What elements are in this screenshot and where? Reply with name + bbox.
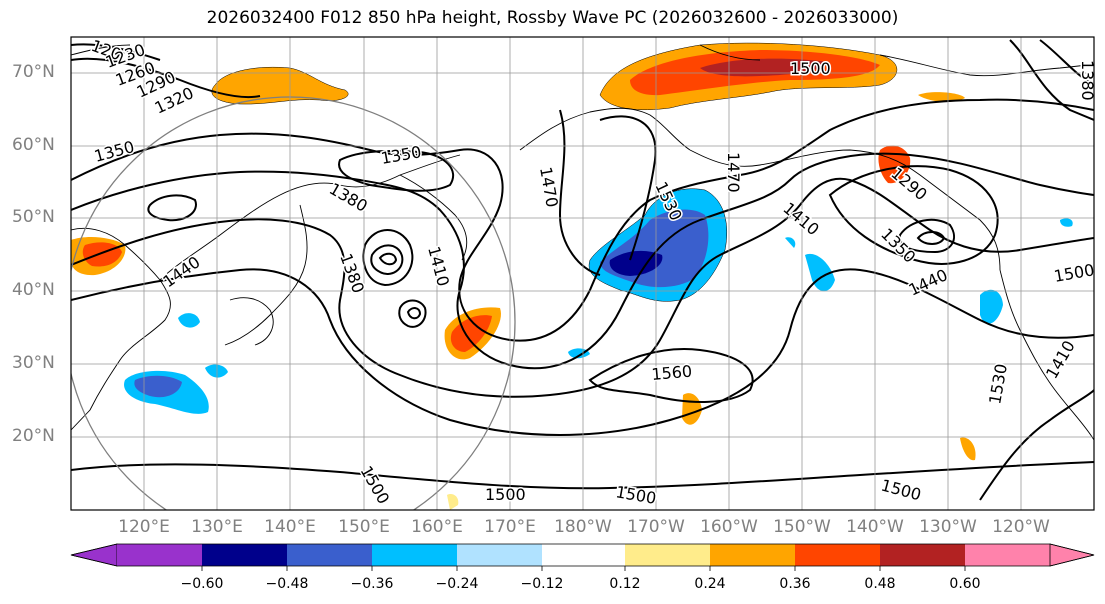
contour-label: 1350 xyxy=(92,137,136,166)
colorbar-segment xyxy=(287,544,372,566)
contour-label: 1410 xyxy=(424,244,453,288)
plot-frame xyxy=(70,36,1095,511)
lon-label: 170°W xyxy=(627,517,685,537)
graticule xyxy=(71,37,1094,510)
lon-label: 120°E xyxy=(118,517,170,537)
contour-label: 1380 xyxy=(1078,60,1097,101)
colorbar-tick-label: 0.24 xyxy=(694,576,726,592)
contour-label: 1470 xyxy=(724,152,743,193)
colorbar-segment xyxy=(710,544,795,566)
contour-label: 1500 xyxy=(1052,260,1095,286)
colorbar-segment xyxy=(625,544,710,566)
colorbar-segment xyxy=(202,544,287,566)
colorbar-tick-label: −0.12 xyxy=(520,576,564,592)
colorbar-tick-label: 0.48 xyxy=(864,576,896,592)
colorbar-segment xyxy=(117,544,202,566)
colorbar-under-arrow xyxy=(70,543,118,567)
contour-label: 1470 xyxy=(536,165,562,208)
lat-label: 20°N xyxy=(12,426,55,446)
lon-label: 150°W xyxy=(773,517,831,537)
contour-label: 1410 xyxy=(1042,337,1079,382)
colorbar-tick-label: −0.60 xyxy=(180,576,224,592)
lon-label: 130°E xyxy=(191,517,243,537)
contour-label: 1560 xyxy=(651,362,693,384)
lat-label: 70°N xyxy=(12,62,55,82)
contour-label: 1290 xyxy=(887,164,930,205)
colorbar-tick-label: −0.36 xyxy=(350,576,394,592)
lon-label: 130°W xyxy=(919,517,977,537)
lon-label: 140°W xyxy=(846,517,904,537)
colorbar-segment xyxy=(542,544,625,566)
colorbar-tick-label: 0.12 xyxy=(609,576,641,592)
contour-label: 1440 xyxy=(159,252,203,291)
colorbar-segment xyxy=(457,544,542,566)
contour-label: 1500 xyxy=(357,463,394,508)
contour-label: 1500 xyxy=(485,485,526,504)
colorbar-over-arrow xyxy=(1049,543,1095,567)
colorbar-tick-label: −0.24 xyxy=(435,576,479,592)
lon-label: 140°E xyxy=(264,517,316,537)
lat-label: 60°N xyxy=(12,135,55,155)
lon-label: 180°W xyxy=(554,517,612,537)
colorbar-tick-label: 0.60 xyxy=(949,576,981,592)
positive-anomaly-arctic-max xyxy=(700,58,830,77)
lon-label: 160°E xyxy=(411,517,463,537)
contour-label: 1500 xyxy=(879,476,923,505)
colorbar-segment xyxy=(965,544,1050,566)
colorbar-segment xyxy=(795,544,880,566)
contour-label: 1530 xyxy=(985,362,1011,405)
colorbar-tick-label: −0.48 xyxy=(265,576,309,592)
lat-label: 40°N xyxy=(12,280,55,300)
coastlines xyxy=(71,44,1094,441)
lat-label: 50°N xyxy=(12,207,55,227)
lon-label: 160°W xyxy=(700,517,758,537)
contour-label: 1500 xyxy=(790,59,831,78)
lon-label: 170°E xyxy=(484,517,536,537)
colorbar-segment xyxy=(372,544,457,566)
map-title: 2026032400 F012 850 hPa height, Rossby W… xyxy=(206,8,899,28)
lon-label: 120°W xyxy=(992,517,1050,537)
lon-label: 150°E xyxy=(338,517,390,537)
colorbar-tick-label: 0.36 xyxy=(779,576,811,592)
lat-label: 30°N xyxy=(12,353,55,373)
positive-anomaly-siberia xyxy=(211,66,349,105)
colorbar xyxy=(70,543,1095,571)
colorbar-segment xyxy=(880,544,965,566)
